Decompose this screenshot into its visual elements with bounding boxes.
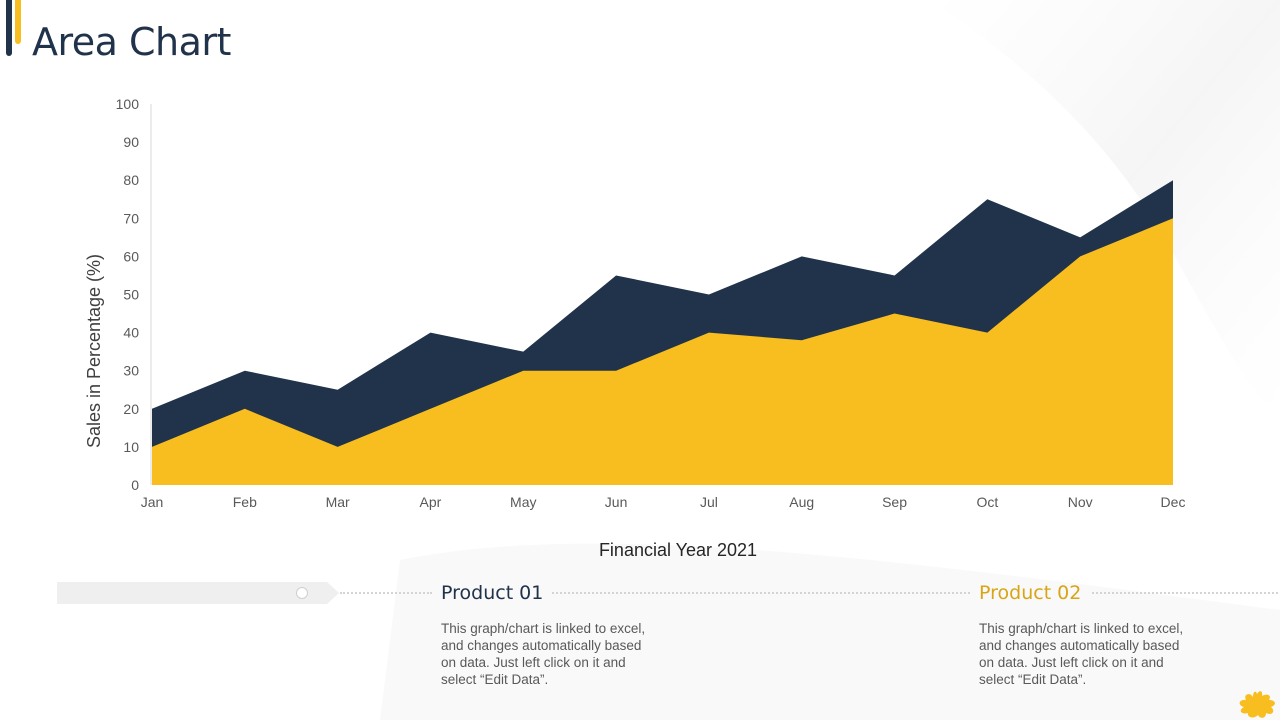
y-tick-label: 50 [123, 287, 139, 303]
x-tick-label: Feb [233, 494, 257, 510]
area-chart: 0 10 20 30 40 50 60 70 80 90 100 Jan Feb Mar Apr May Ju… [84, 96, 1186, 560]
x-tick-label: May [510, 494, 536, 510]
y-tick-label: 60 [123, 248, 139, 264]
title-accent-dark [6, 0, 12, 56]
decorative-slider-knob [296, 587, 308, 599]
x-tick-label: Jun [605, 494, 628, 510]
product-02-description: This graph/chart is linked to excel, and… [979, 621, 1184, 687]
page-title: Area Chart [32, 20, 231, 64]
x-axis-label: Financial Year 2021 [599, 540, 757, 560]
x-tick-labels: Jan Feb Mar Apr May Jun Jul Aug Sep Oct Nov Dec [141, 494, 1186, 510]
splash-icon [1239, 691, 1275, 718]
dotted-divider [1092, 592, 1278, 594]
x-tick-label: Dec [1161, 494, 1186, 510]
x-tick-label: Aug [789, 494, 814, 510]
title-accent-yellow [15, 0, 21, 44]
y-axis-label: Sales in Percentage (%) [84, 254, 104, 448]
chart-areas [152, 180, 1173, 486]
y-tick-label: 20 [123, 401, 139, 417]
decorative-slider-track [57, 582, 327, 604]
area-series-2 [152, 218, 1173, 486]
x-tick-label: Apr [420, 494, 442, 510]
x-tick-label: Jan [141, 494, 164, 510]
x-tick-label: Nov [1068, 494, 1093, 510]
x-tick-label: Oct [976, 494, 998, 510]
y-tick-labels: 0 10 20 30 40 50 60 70 80 90 100 [116, 96, 140, 493]
decorative-slider-tip [327, 582, 339, 604]
y-tick-label: 0 [131, 477, 139, 493]
y-tick-label: 30 [123, 363, 139, 379]
y-tick-label: 10 [123, 439, 139, 455]
y-tick-label: 70 [123, 210, 139, 226]
product-01-title: Product 01 [441, 582, 544, 604]
dotted-divider [340, 592, 432, 594]
y-tick-label: 40 [123, 325, 139, 341]
product-01-description: This graph/chart is linked to excel, and… [441, 621, 646, 687]
y-tick-label: 90 [123, 134, 139, 150]
x-tick-label: Mar [326, 494, 350, 510]
dotted-divider [552, 592, 970, 594]
x-tick-label: Sep [882, 494, 907, 510]
product-02-title: Product 02 [979, 582, 1082, 604]
y-tick-label: 80 [123, 172, 139, 188]
y-tick-label: 100 [116, 96, 140, 112]
x-tick-label: Jul [700, 494, 718, 510]
